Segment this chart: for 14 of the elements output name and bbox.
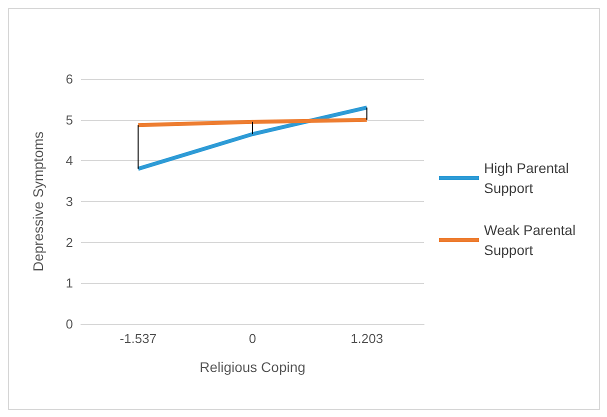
y-tick-label: 5 bbox=[66, 112, 73, 128]
legend-label: Weak Parental Support bbox=[484, 222, 580, 258]
y-tick-label: 6 bbox=[66, 72, 73, 86]
x-tick-label: -1.537 bbox=[120, 331, 157, 346]
x-tick-label: 0 bbox=[248, 331, 256, 346]
y-axis-title: Depressive Symptoms bbox=[30, 131, 46, 272]
y-tick-label: 3 bbox=[66, 194, 73, 209]
y-tick-label: 2 bbox=[66, 234, 73, 250]
y-tick-label: 0 bbox=[66, 316, 73, 332]
legend-label: High Parental Support bbox=[484, 160, 573, 196]
y-tick-label: 1 bbox=[66, 276, 73, 291]
x-axis-title: Religious Coping bbox=[200, 359, 306, 375]
x-tick-label: 1.203 bbox=[350, 331, 384, 346]
y-tick-label: 4 bbox=[66, 153, 73, 168]
